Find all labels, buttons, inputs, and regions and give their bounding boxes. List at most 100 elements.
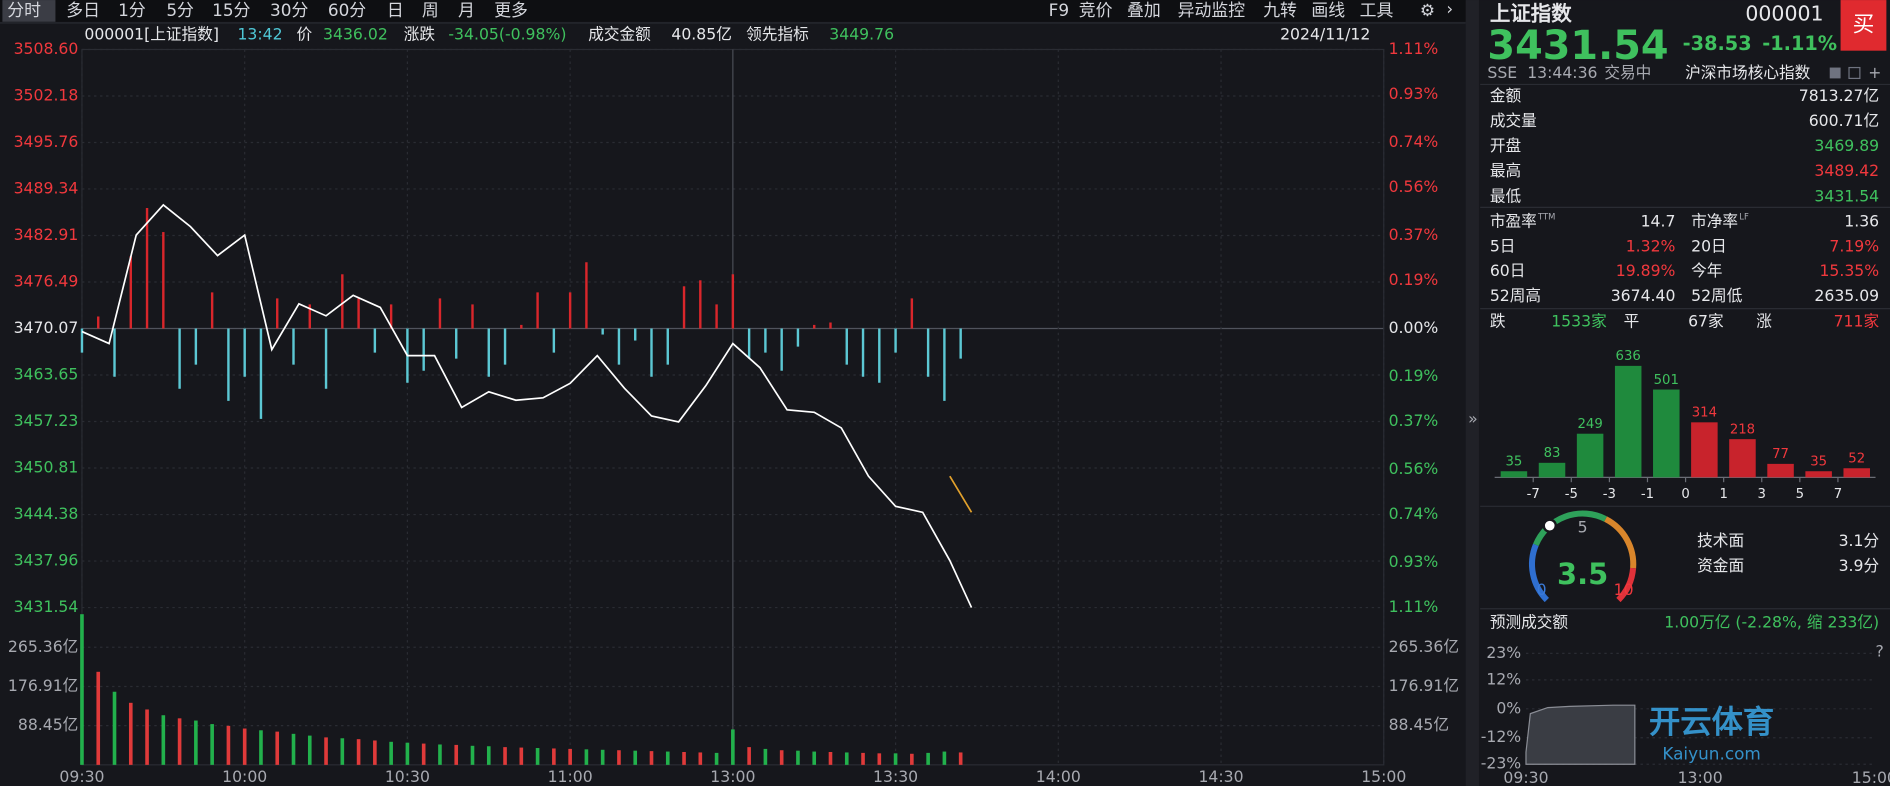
price: 3436.02 bbox=[323, 25, 388, 44]
toolbar-items: 分时 多日 1分 5分 15分 30分 60分 日周月更多 F9 竞价 叠加 异动监控 九转 画线 工具 bbox=[7, 0, 1393, 20]
volume-bar bbox=[389, 741, 393, 765]
toolbar-tab[interactable]: 30分 bbox=[270, 0, 308, 20]
volume-bar bbox=[177, 718, 182, 765]
toolbar-button[interactable]: 竞价 bbox=[1079, 0, 1113, 20]
y-tick-label: 12% bbox=[1486, 669, 1521, 688]
next-icon[interactable]: › bbox=[1446, 0, 1453, 19]
lead-bar bbox=[227, 328, 230, 401]
volume-bar bbox=[210, 724, 214, 765]
toolbar-tab[interactable]: 更多 bbox=[494, 0, 528, 20]
y-tick-label: 3431.54 bbox=[14, 597, 79, 616]
toolbar-button[interactable]: 异动监控 bbox=[1178, 0, 1246, 20]
stat-value: 3469.89 bbox=[1814, 136, 1879, 155]
x-tick-label: 10:30 bbox=[385, 767, 430, 786]
y-tick-label: 0% bbox=[1496, 698, 1521, 717]
score-max: 10 bbox=[1614, 580, 1634, 599]
toolbar-tab[interactable]: 多日 bbox=[66, 0, 100, 20]
volume-bar bbox=[910, 753, 914, 765]
toolbar-tab[interactable]: 60分 bbox=[328, 0, 366, 20]
lead-bar bbox=[601, 328, 604, 335]
lead: 3449.76 bbox=[829, 25, 894, 44]
x-tick-label: 0 bbox=[1681, 487, 1689, 502]
toolbar-button[interactable]: 叠加 bbox=[1127, 0, 1161, 20]
lead-bar bbox=[487, 328, 490, 377]
lead-bar bbox=[926, 328, 930, 377]
volume-bar bbox=[665, 751, 670, 765]
volume-bar bbox=[600, 749, 605, 765]
value-label: 314 bbox=[1692, 406, 1717, 421]
settings-icon[interactable]: ⚙ bbox=[1420, 0, 1435, 20]
volume-bar bbox=[405, 742, 410, 765]
x-tick-label: 09:30 bbox=[59, 767, 104, 786]
symbol: 000001[上证指数] bbox=[84, 25, 219, 44]
change: -34.05(-0.98%) bbox=[448, 25, 566, 44]
x-tick-label: -5 bbox=[1565, 487, 1578, 502]
splitter[interactable] bbox=[1465, 0, 1479, 786]
y-tick-label: 88.45亿 bbox=[18, 715, 78, 734]
toolbar-button[interactable]: 工具 bbox=[1360, 0, 1394, 20]
toolbar-tab[interactable]: 日 bbox=[387, 0, 404, 20]
price-line bbox=[81, 203, 973, 608]
volume-bar bbox=[307, 735, 312, 765]
ratio-value: 14.7 bbox=[1641, 211, 1676, 230]
volume-bar bbox=[812, 751, 817, 765]
toolbar-tab[interactable]: 5分 bbox=[166, 0, 194, 20]
volume-bar bbox=[519, 747, 524, 765]
help-icon[interactable]: ? bbox=[1876, 642, 1884, 661]
y-tick-label: 3470.07 bbox=[14, 318, 79, 337]
score-label: 资金面 bbox=[1697, 556, 1744, 575]
lead-bar bbox=[845, 328, 848, 365]
icon[interactable] bbox=[1829, 67, 1841, 79]
ratio-value: 19.89% bbox=[1616, 261, 1676, 280]
buy-button[interactable] bbox=[1840, 0, 1887, 51]
toolbar-button[interactable]: 九转 bbox=[1263, 0, 1297, 20]
quote-change: -38.53 bbox=[1683, 32, 1752, 55]
volume-bar bbox=[584, 749, 589, 765]
lead-bar bbox=[243, 328, 246, 377]
lead-bar bbox=[715, 304, 718, 329]
lead-bar bbox=[894, 328, 897, 353]
y2-tick-label: 0.19% bbox=[1389, 366, 1439, 385]
y2-tick-label: 0.74% bbox=[1389, 504, 1439, 523]
lead-bar bbox=[308, 304, 311, 329]
volume-bar bbox=[438, 744, 442, 765]
toolbar-tab[interactable]: 分时 bbox=[7, 0, 41, 20]
y2-tick-label: 0.19% bbox=[1389, 270, 1439, 289]
lead-bar bbox=[666, 328, 669, 365]
y2-tick-label: 265.36亿 bbox=[1389, 637, 1459, 656]
volume-bar bbox=[877, 753, 882, 765]
score-item: 3.9分 bbox=[1839, 556, 1880, 575]
toolbar-button[interactable]: F9 bbox=[1049, 0, 1069, 20]
label: 成交金额 bbox=[588, 25, 651, 44]
volume-bar bbox=[796, 750, 800, 765]
volume-bar bbox=[356, 739, 361, 765]
lead-bar bbox=[194, 328, 198, 365]
toolbar-tab[interactable]: 1分 bbox=[118, 0, 146, 20]
volume-bar bbox=[291, 733, 296, 765]
amount: 40.85亿 bbox=[671, 25, 731, 44]
y-tick-label: 3463.65 bbox=[14, 365, 79, 384]
icon[interactable] bbox=[1848, 66, 1861, 80]
value-label: 83 bbox=[1544, 446, 1561, 461]
bar bbox=[1653, 389, 1680, 478]
watermark: Kaiyun.com bbox=[1662, 744, 1761, 764]
icon[interactable]: + bbox=[1868, 63, 1881, 82]
volume-bar bbox=[503, 747, 507, 765]
y2-tick-label: 0.00% bbox=[1389, 318, 1439, 337]
lead-bar bbox=[259, 328, 263, 419]
buy-label[interactable]: 买 bbox=[1853, 12, 1875, 37]
bar bbox=[1538, 462, 1566, 478]
toolbar-tab[interactable]: 月 bbox=[458, 0, 475, 20]
score-value: 3.5 bbox=[1557, 557, 1608, 591]
volume-bar bbox=[470, 745, 475, 765]
toolbar-button[interactable]: 画线 bbox=[1311, 0, 1345, 20]
bar bbox=[1691, 422, 1718, 478]
y2-tick-label: 0.93% bbox=[1389, 84, 1439, 103]
lead-bar bbox=[861, 328, 865, 377]
quote-price: 3431.54 bbox=[1487, 23, 1668, 69]
x-tick-label: -3 bbox=[1603, 487, 1616, 502]
ratio-label: 今年 bbox=[1691, 261, 1722, 280]
x-tick-label: 3 bbox=[1758, 487, 1766, 502]
toolbar-tab[interactable]: 15分 bbox=[212, 0, 250, 20]
toolbar-tab[interactable]: 周 bbox=[422, 0, 439, 20]
